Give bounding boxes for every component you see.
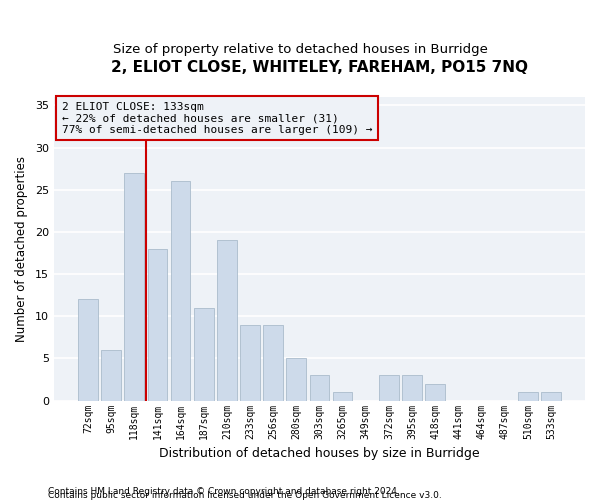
Text: Contains public sector information licensed under the Open Government Licence v3: Contains public sector information licen… — [48, 491, 442, 500]
Bar — [286, 358, 306, 401]
Title: 2, ELIOT CLOSE, WHITELEY, FAREHAM, PO15 7NQ: 2, ELIOT CLOSE, WHITELEY, FAREHAM, PO15 … — [111, 60, 528, 75]
Text: Contains HM Land Registry data © Crown copyright and database right 2024.: Contains HM Land Registry data © Crown c… — [48, 487, 400, 496]
Bar — [379, 376, 399, 400]
Bar — [101, 350, 121, 401]
X-axis label: Distribution of detached houses by size in Burridge: Distribution of detached houses by size … — [159, 447, 480, 460]
Text: Size of property relative to detached houses in Burridge: Size of property relative to detached ho… — [113, 42, 487, 56]
Bar — [425, 384, 445, 400]
Bar — [263, 324, 283, 400]
Bar — [78, 300, 98, 400]
Bar — [310, 376, 329, 400]
Bar — [402, 376, 422, 400]
Bar — [333, 392, 352, 400]
Text: 2 ELIOT CLOSE: 133sqm
← 22% of detached houses are smaller (31)
77% of semi-deta: 2 ELIOT CLOSE: 133sqm ← 22% of detached … — [62, 102, 373, 135]
Y-axis label: Number of detached properties: Number of detached properties — [15, 156, 28, 342]
Bar — [170, 182, 190, 400]
Bar — [541, 392, 561, 400]
Bar — [518, 392, 538, 400]
Bar — [148, 249, 167, 400]
Bar — [194, 308, 214, 400]
Bar — [240, 324, 260, 400]
Bar — [217, 240, 236, 400]
Bar — [124, 173, 144, 400]
